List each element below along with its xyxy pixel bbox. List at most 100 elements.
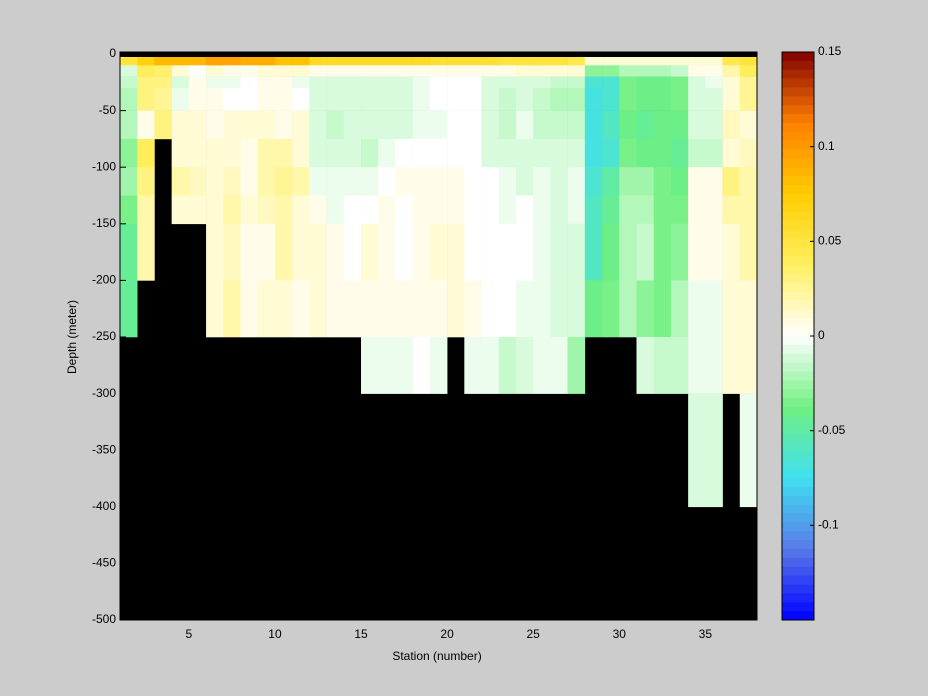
heatmap-cell xyxy=(515,223,534,281)
heatmap-cell xyxy=(653,110,672,140)
heatmap-cell xyxy=(292,110,310,140)
colorbar-band xyxy=(782,531,814,541)
heatmap-cell xyxy=(206,223,224,281)
heatmap-cell xyxy=(533,167,551,196)
heatmap-cell xyxy=(292,87,310,111)
heatmap-cell xyxy=(515,337,534,394)
heatmap-cell xyxy=(412,110,431,140)
heatmap-cell xyxy=(326,110,345,140)
y-tick-label: -200 xyxy=(92,273,116,287)
colorbar-band xyxy=(782,229,814,239)
heatmap-cell xyxy=(120,138,138,168)
heatmap-cell xyxy=(343,65,362,77)
heatmap-cell xyxy=(533,65,551,77)
heatmap-cell xyxy=(602,65,620,77)
heatmap-cell xyxy=(670,195,689,225)
heatmap-cell xyxy=(619,110,637,140)
heatmap-cell xyxy=(223,54,241,66)
heatmap-cell xyxy=(464,167,482,196)
heatmap-cell xyxy=(722,76,741,89)
colorbar-band xyxy=(782,540,814,550)
heatmap-cell xyxy=(550,54,568,66)
heatmap-cell xyxy=(550,138,568,168)
colorbar-band xyxy=(782,52,814,62)
heatmap-cell xyxy=(223,223,241,281)
heatmap-cell xyxy=(206,54,224,66)
heatmap-cell xyxy=(619,138,637,168)
heatmap-cell xyxy=(722,280,741,338)
heatmap-cell xyxy=(447,87,465,111)
heatmap-cell xyxy=(274,167,293,196)
heatmap-cell xyxy=(309,195,327,225)
colorbar-band xyxy=(782,362,814,372)
heatmap-cell xyxy=(567,138,586,168)
heatmap-cell xyxy=(447,280,465,338)
heatmap-cell xyxy=(498,337,517,394)
heatmap-cell xyxy=(533,280,551,338)
heatmap-cell xyxy=(257,223,276,281)
heatmap-cell xyxy=(188,76,207,89)
heatmap-cell xyxy=(498,110,517,140)
colorbar-band xyxy=(782,415,814,426)
heatmap-cell xyxy=(257,65,276,77)
heatmap-cell xyxy=(447,54,465,66)
heatmap-cell xyxy=(188,87,207,111)
colorbar-band xyxy=(782,194,814,204)
heatmap-cell xyxy=(481,195,500,225)
heatmap-cell xyxy=(636,195,655,225)
heatmap-cell xyxy=(309,138,327,168)
heatmap-cell xyxy=(515,138,534,168)
heatmap-cell xyxy=(636,280,655,338)
heatmap-cell xyxy=(533,110,551,140)
heatmap-cell xyxy=(137,110,155,140)
colorbar-band xyxy=(782,140,814,151)
heatmap-cell xyxy=(464,54,482,66)
heatmap-cell xyxy=(739,54,758,66)
heatmap-cell xyxy=(619,280,637,338)
colorbar-band xyxy=(782,389,814,399)
heatmap-cell xyxy=(412,76,431,89)
heatmap-cell xyxy=(498,87,517,111)
heatmap-cell xyxy=(670,110,689,140)
x-tick-label: 20 xyxy=(440,627,454,641)
heatmap-cell xyxy=(584,110,603,140)
heatmap-cell xyxy=(292,195,310,225)
heatmap-cell xyxy=(705,280,723,338)
heatmap-cell xyxy=(447,138,465,168)
heatmap-cell xyxy=(429,54,448,66)
colorbar-band xyxy=(782,495,814,506)
y-tick-label: -400 xyxy=(92,499,116,513)
heatmap-cell xyxy=(137,76,155,89)
heatmap-cell xyxy=(137,223,155,281)
heatmap-cell xyxy=(223,280,241,338)
y-tick-label: -250 xyxy=(92,329,116,343)
heatmap-cell xyxy=(636,337,655,394)
heatmap-cell xyxy=(120,110,138,140)
colorbar-band xyxy=(782,282,814,293)
heatmap-cell xyxy=(326,167,345,196)
x-tick-label: 30 xyxy=(613,627,627,641)
colorbar-band xyxy=(782,256,814,266)
heatmap-cell xyxy=(447,167,465,196)
heatmap-cell xyxy=(223,110,241,140)
heatmap-cell xyxy=(567,167,586,196)
colorbar-band xyxy=(782,442,814,452)
heatmap-cell xyxy=(636,65,655,77)
y-tick-label: 0 xyxy=(109,46,116,60)
colorbar-band xyxy=(782,247,814,257)
heatmap-cell xyxy=(653,138,672,168)
heatmap-cell xyxy=(206,110,224,140)
heatmap-cell xyxy=(688,54,706,66)
heatmap-cell xyxy=(343,167,362,196)
heatmap-cell xyxy=(636,138,655,168)
heatmap-cell xyxy=(670,337,689,394)
heatmap-cell xyxy=(223,87,241,111)
heatmap-cell xyxy=(257,87,276,111)
heatmap-cell xyxy=(240,167,259,196)
heatmap-cell xyxy=(464,337,482,394)
heatmap-cell xyxy=(257,138,276,168)
heatmap-cell xyxy=(274,65,293,77)
heatmap-cell xyxy=(705,54,723,66)
heatmap-cell xyxy=(395,195,413,225)
heatmap-cell xyxy=(240,110,259,140)
